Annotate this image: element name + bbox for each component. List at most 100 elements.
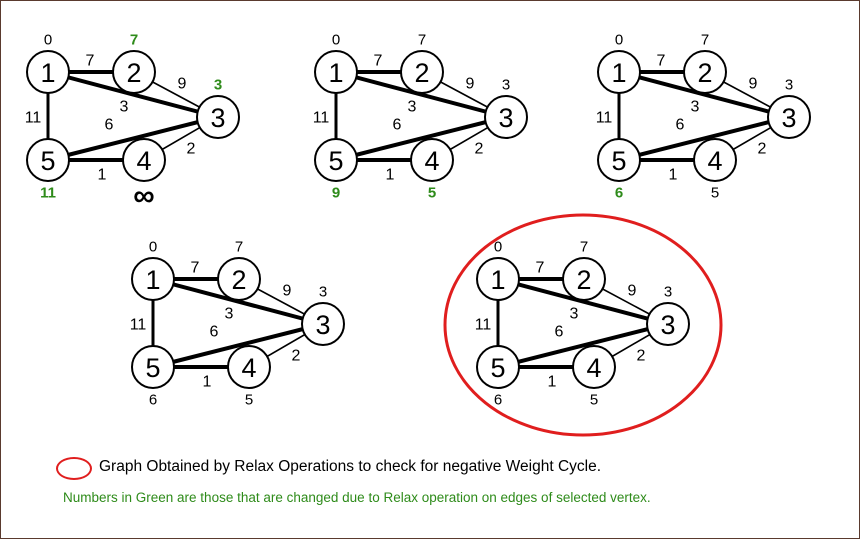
distance-label-1: 0 <box>615 32 623 49</box>
distance-label-5: 9 <box>332 185 340 202</box>
graph-5: 7 3 9 11 6 1 2 1 0 2 7 3 3 4 5 5 6 <box>443 213 723 437</box>
node-label: 3 <box>210 103 225 133</box>
edge-1-3 <box>47 70 219 119</box>
node-label: 2 <box>231 265 246 295</box>
edge-weight-1-5: 11 <box>596 110 613 127</box>
edge-weight-5-3: 6 <box>210 324 219 341</box>
legend-main-text: Graph Obtained by Relax Operations to ch… <box>99 458 602 475</box>
edge-weight-2-3: 9 <box>283 283 292 300</box>
node-1: 1 <box>476 257 520 301</box>
edge-weight-5-3: 6 <box>393 117 402 134</box>
distance-label-2: 7 <box>580 239 588 256</box>
node-3: 3 <box>196 95 240 139</box>
edge-5-3 <box>152 322 324 369</box>
node-label: 2 <box>414 58 429 88</box>
node-label: 1 <box>328 58 343 88</box>
edge-weight-2-3: 9 <box>628 283 637 300</box>
node-label: 1 <box>40 58 55 88</box>
graph-2: 7 3 9 11 6 1 2 1 0 2 7 3 3 4 5 5 9 <box>313 32 528 202</box>
distance-label-4: 5 <box>711 185 719 202</box>
node-1: 1 <box>314 50 358 94</box>
node-4: 4 <box>410 138 454 182</box>
graph-3: 7 3 9 11 6 1 2 1 0 2 7 3 3 4 5 5 6 <box>596 32 811 202</box>
edge-5-3 <box>335 115 507 162</box>
legend-ellipse-marker <box>56 457 92 480</box>
node-4: 4 <box>122 138 166 182</box>
distance-label-3: 3 <box>319 284 327 301</box>
node-label: 5 <box>328 146 343 176</box>
node-label: 5 <box>145 353 160 383</box>
edge-1-3 <box>152 277 324 326</box>
edge-weight-4-3: 2 <box>475 141 484 158</box>
node-label: 3 <box>315 310 330 340</box>
distance-label-4: ∞ <box>133 180 154 213</box>
edge-weight-1-2: 7 <box>374 53 383 70</box>
distance-label-4: 5 <box>428 185 436 202</box>
distance-label-3: 3 <box>502 77 510 94</box>
node-4: 4 <box>693 138 737 182</box>
edge-1-3 <box>618 70 790 119</box>
distance-label-2: 7 <box>701 32 709 49</box>
distance-label-1: 0 <box>149 239 157 256</box>
node-3: 3 <box>646 302 690 346</box>
distance-label-2: 7 <box>418 32 426 49</box>
node-5: 5 <box>26 138 70 182</box>
edge-5-3 <box>47 115 219 162</box>
edge-weight-5-4: 1 <box>98 167 107 184</box>
distance-label-5: 6 <box>149 392 157 409</box>
distance-label-3: 3 <box>214 77 222 94</box>
node-4: 4 <box>227 345 271 389</box>
distance-label-1: 0 <box>494 239 502 256</box>
node-3: 3 <box>767 95 811 139</box>
distance-label-1: 0 <box>44 32 52 49</box>
edge-weight-5-3: 6 <box>105 117 114 134</box>
edge-weight-1-5: 11 <box>475 317 492 334</box>
graph-4: 7 3 9 11 6 1 2 1 0 2 7 3 3 4 5 5 6 <box>130 239 345 409</box>
edge-weight-5-4: 1 <box>548 374 557 391</box>
distance-label-5: 6 <box>494 392 502 409</box>
node-5: 5 <box>597 138 641 182</box>
node-label: 3 <box>498 103 513 133</box>
node-label: 1 <box>145 265 160 295</box>
edge-weight-1-2: 7 <box>191 260 200 277</box>
node-4: 4 <box>572 345 616 389</box>
node-1: 1 <box>26 50 70 94</box>
node-1: 1 <box>131 257 175 301</box>
edge-weight-2-3: 9 <box>466 76 475 93</box>
edge-weight-1-3: 3 <box>225 306 234 323</box>
edge-weight-1-2: 7 <box>536 260 545 277</box>
node-label: 5 <box>490 353 505 383</box>
node-5: 5 <box>476 345 520 389</box>
node-5: 5 <box>131 345 175 389</box>
distance-label-4: 5 <box>590 392 598 409</box>
node-2: 2 <box>217 257 261 301</box>
edge-5-3 <box>618 115 790 162</box>
node-label: 3 <box>660 310 675 340</box>
node-label: 4 <box>424 146 439 176</box>
node-label: 1 <box>611 58 626 88</box>
edge-1-3 <box>497 277 669 326</box>
edge-weight-5-4: 1 <box>669 167 678 184</box>
node-3: 3 <box>484 95 528 139</box>
node-label: 2 <box>126 58 141 88</box>
node-2: 2 <box>683 50 727 94</box>
edge-1-3 <box>335 70 507 119</box>
distance-label-5: 11 <box>40 185 56 202</box>
node-label: 5 <box>40 146 55 176</box>
edge-5-3 <box>497 322 669 369</box>
edge-weight-1-5: 11 <box>25 110 42 127</box>
legend-note-text: Numbers in Green are those that are chan… <box>63 490 651 505</box>
node-2: 2 <box>562 257 606 301</box>
node-label: 1 <box>490 265 505 295</box>
distance-label-3: 3 <box>785 77 793 94</box>
distance-label-3: 3 <box>664 284 672 301</box>
edge-weight-1-2: 7 <box>86 53 95 70</box>
edge-weight-1-3: 3 <box>120 99 129 116</box>
distance-label-4: 5 <box>245 392 253 409</box>
node-3: 3 <box>301 302 345 346</box>
edge-weight-5-3: 6 <box>676 117 685 134</box>
node-2: 2 <box>400 50 444 94</box>
edge-weight-5-4: 1 <box>203 374 212 391</box>
